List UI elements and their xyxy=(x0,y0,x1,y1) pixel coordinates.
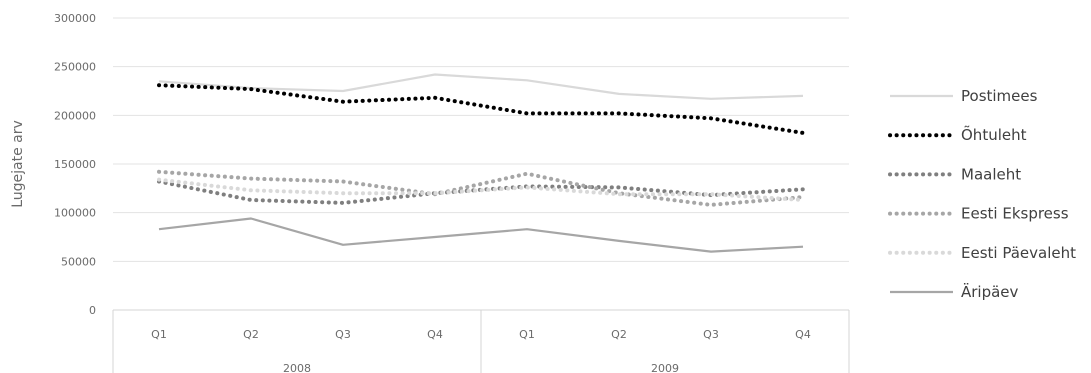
y-tick-label: 100000 xyxy=(54,207,96,220)
legend: Postimees Õhtuleht Maaleht Eesti Ekspress Ee… xyxy=(888,87,1076,301)
x-tick-label: Q4 xyxy=(795,328,811,341)
x-tick-label: Q3 xyxy=(703,328,719,341)
y-tick-label: 150000 xyxy=(54,158,96,171)
legend-label: Postimees xyxy=(961,87,1038,105)
gridlines xyxy=(113,17,849,262)
x-tick-label: Q4 xyxy=(427,328,443,341)
series-line-5 xyxy=(157,177,805,202)
x-tick-label: Q2 xyxy=(243,328,259,341)
legend-label: Maaleht xyxy=(961,165,1021,183)
series-line-6 xyxy=(158,217,804,253)
plot-area xyxy=(157,73,805,253)
series-line-1 xyxy=(158,73,804,100)
y-tick-label: 200000 xyxy=(54,109,96,122)
x-tick-label: Q3 xyxy=(335,328,351,341)
y-tick-label: 300000 xyxy=(54,12,96,25)
y-tick-label: 50000 xyxy=(61,255,96,268)
series-line-4 xyxy=(157,169,805,207)
legend-label: Eesti Päevaleht xyxy=(961,244,1076,262)
x-tick-label: Q2 xyxy=(611,328,627,341)
x-tick-label: Q1 xyxy=(151,328,167,341)
legend-label: Õhtuleht xyxy=(961,125,1027,144)
series-line-2 xyxy=(157,83,805,135)
legend-label: Eesti Ekspress xyxy=(961,205,1069,223)
x-group-label: 2008 xyxy=(283,362,311,373)
y-tick-label: 0 xyxy=(89,304,96,317)
x-tick-label: Q1 xyxy=(519,328,535,341)
legend-label: Äripäev xyxy=(961,282,1019,301)
x-group-label: 2009 xyxy=(651,362,679,373)
axes: 0 50000 100000 150000 200000 250000 300000 Q1 Q2… xyxy=(54,12,850,373)
y-tick-label: 250000 xyxy=(54,61,96,74)
y-axis-title: Lugejate arv xyxy=(10,120,26,208)
